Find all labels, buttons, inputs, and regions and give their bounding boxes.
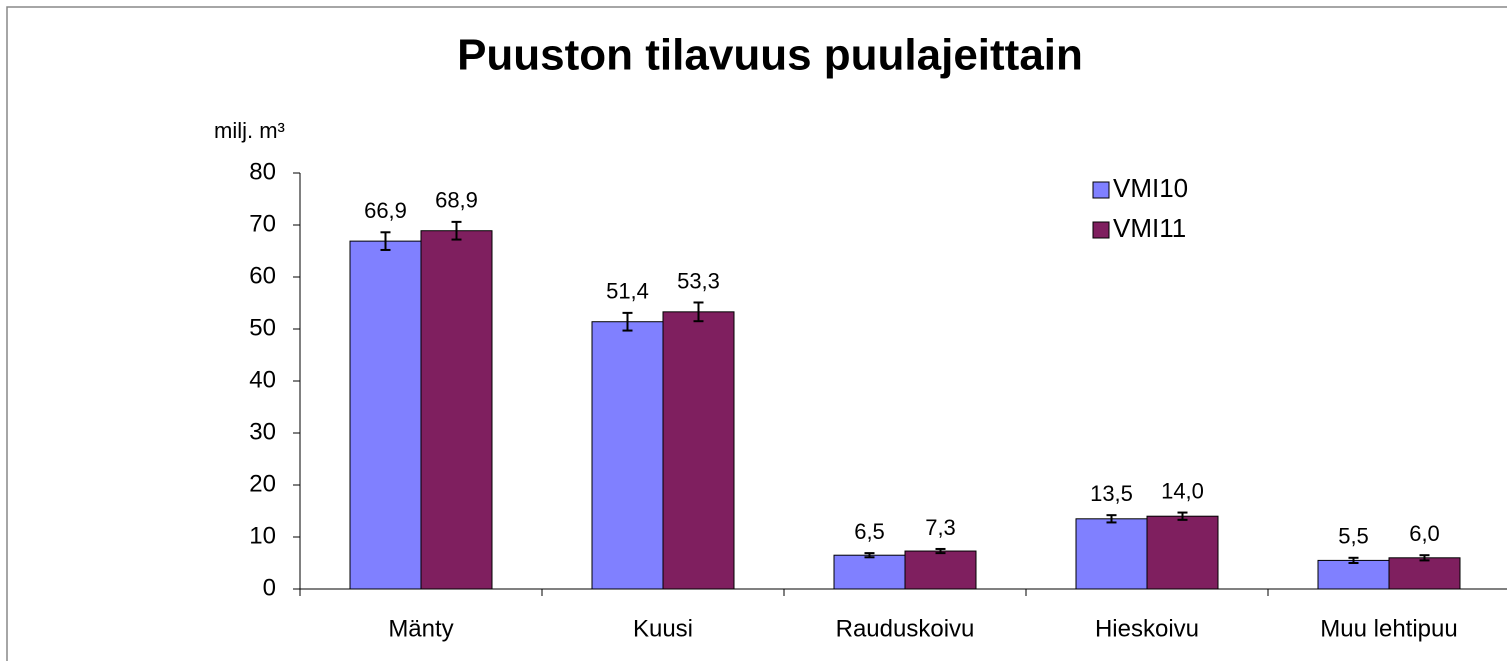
error-bar xyxy=(1106,514,1117,524)
y-tick-label: 40 xyxy=(249,366,276,393)
legend-swatch xyxy=(1092,181,1110,199)
y-tick-label: 0 xyxy=(263,574,276,601)
error-bar xyxy=(1419,554,1430,562)
error-bar xyxy=(380,231,391,251)
legend-label: VMI10 xyxy=(1113,173,1188,203)
error-bar xyxy=(864,552,875,559)
data-label: 14,0 xyxy=(1161,478,1204,503)
data-label: 7,3 xyxy=(925,515,956,540)
error-bar xyxy=(693,301,704,323)
bar xyxy=(662,311,735,590)
bar xyxy=(1317,559,1390,590)
y-tick-label: 10 xyxy=(249,522,276,549)
y-tick-label: 70 xyxy=(249,210,276,237)
y-axis-label: milj. m³ xyxy=(214,118,285,143)
data-label: 68,9 xyxy=(435,188,478,213)
data-label: 66,9 xyxy=(364,198,407,223)
bar xyxy=(1146,515,1219,590)
bar xyxy=(904,550,977,590)
data-label: 5,5 xyxy=(1338,524,1369,549)
x-tick-label: Hieskoivu xyxy=(1095,615,1199,642)
data-label: 13,5 xyxy=(1090,481,1133,506)
frame xyxy=(6,6,1507,661)
bar xyxy=(591,321,664,590)
y-tick-label: 20 xyxy=(249,470,276,497)
legend-swatch xyxy=(1092,221,1110,239)
y-tick-label: 50 xyxy=(249,314,276,341)
error-bar xyxy=(935,547,946,555)
y-tick-label: 60 xyxy=(249,262,276,289)
error-bar xyxy=(1177,511,1188,521)
bar xyxy=(1388,557,1461,590)
chart-title: Puuston tilavuus puulajeittain xyxy=(457,31,1083,80)
data-label: 6,5 xyxy=(854,519,885,544)
data-label: 53,3 xyxy=(677,268,720,293)
error-bar xyxy=(622,311,633,332)
data-label: 6,0 xyxy=(1409,521,1440,546)
bar xyxy=(349,240,422,590)
y-tick-label: 30 xyxy=(249,418,276,445)
bar xyxy=(1075,518,1148,590)
error-bar xyxy=(1348,556,1359,564)
error-bar xyxy=(451,220,462,241)
x-tick-label: Mänty xyxy=(388,615,453,642)
x-tick-label: Muu lehtipuu xyxy=(1320,615,1457,642)
legend-label: VMI11 xyxy=(1113,213,1186,243)
data-label: 51,4 xyxy=(606,279,649,304)
x-tick-label: Rauduskoivu xyxy=(836,615,975,642)
x-tick-label: Kuusi xyxy=(633,615,693,642)
y-tick-label: 80 xyxy=(249,158,276,185)
bar xyxy=(420,230,493,590)
bar xyxy=(833,554,906,590)
